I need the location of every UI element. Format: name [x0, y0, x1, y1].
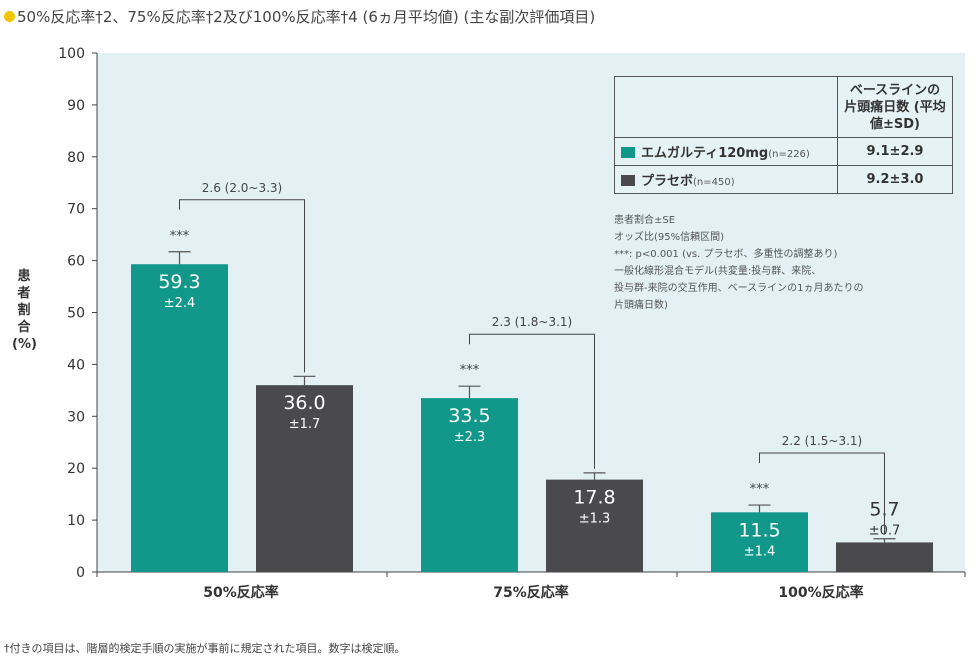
value-label: 17.8: [573, 487, 615, 509]
footnote: †付きの項目は、階層的検定手順の実施が事前に規定された項目。数字は検定順。: [4, 642, 406, 655]
value-label: 59.3: [158, 271, 200, 293]
y-tick-label: 40: [67, 357, 85, 373]
value-label: 11.5: [738, 519, 780, 541]
chart-title: 50%反応率†2、75%反応率†2及び100%反応率†4 (6ヵ月平均値) (主…: [4, 6, 595, 27]
bar: [256, 385, 353, 572]
y-axis-label: 患者割合 (%): [12, 269, 37, 352]
notes: 患者割合±SE オッズ比(95%信頼区間) ***: p<0.001 (vs. …: [614, 212, 863, 314]
y-tick-label: 90: [67, 98, 85, 114]
note: 片頭痛日数): [614, 300, 668, 311]
y-tick-label: 0: [76, 565, 85, 581]
title-text: 50%反応率†2、75%反応率†2及び100%反応率†4 (6ヵ月平均値) (主…: [17, 8, 596, 26]
y-tick-label: 60: [67, 254, 85, 270]
se-label: ±1.3: [579, 512, 611, 527]
teal-swatch: [621, 147, 635, 158]
y-tick-label: 30: [67, 409, 85, 425]
gray-swatch: [621, 175, 635, 186]
odds-ratio-label: 2.3 (1.8~3.1): [492, 315, 572, 329]
significance-mark: ***: [750, 482, 770, 497]
y-tick-label: 100: [58, 46, 85, 62]
bar: [711, 512, 808, 572]
bar: [131, 264, 228, 572]
se-label: ±2.3: [454, 430, 486, 445]
se-label: ±1.4: [744, 544, 776, 559]
y-tick-label: 10: [67, 513, 85, 529]
se-label: ±2.4: [164, 296, 196, 311]
y-tick-label: 20: [67, 461, 85, 477]
bar: [836, 542, 933, 572]
bar: [546, 479, 643, 572]
note: 投与群-来院の交互作用、ベースラインの1ヵ月あたりの: [614, 283, 864, 294]
bar: [421, 398, 518, 572]
bullet-icon: [4, 11, 15, 22]
note: 一般化線形混合モデル(共変量:投与群、来院、: [614, 266, 822, 277]
y-tick-label: 70: [67, 202, 85, 218]
legend-value: 9.1±2.9: [837, 137, 953, 166]
odds-ratio-label: 2.6 (2.0~3.3): [202, 181, 282, 195]
legend-n: (n=226): [768, 149, 810, 160]
legend-header: ベースラインの 片頭痛日数 (平均値±SD): [837, 76, 953, 138]
odds-ratio-bracket: [469, 333, 595, 469]
odds-ratio-bracket: [759, 452, 885, 535]
y-tick-label: 50: [67, 306, 85, 322]
note: 患者割合±SE: [614, 215, 676, 226]
se-label: ±1.7: [289, 417, 321, 432]
odds-ratio-bracket: [179, 199, 305, 373]
significance-mark: ***: [170, 229, 190, 244]
legend-n: (n=450): [693, 177, 735, 188]
note: ***: p<0.001 (vs. プラセボ、多重性の調整あり): [614, 249, 838, 260]
note: オッズ比(95%信頼区間): [614, 232, 725, 243]
x-category-label: 50%反応率: [203, 584, 279, 601]
legend-value: 9.2±3.0: [837, 165, 953, 194]
x-category-label: 75%反応率: [493, 584, 569, 601]
x-category-label: 100%反応率: [778, 584, 863, 601]
legend-name: プラセボ: [641, 174, 694, 189]
odds-ratio-label: 2.2 (1.5~3.1): [782, 434, 862, 448]
significance-mark: ***: [460, 363, 480, 378]
legend-table: ベースラインの 片頭痛日数 (平均値±SD) エムガルティ120mg(n=226…: [614, 76, 953, 194]
legend-name: エムガルティ120mg: [641, 146, 769, 161]
value-label: 33.5: [448, 405, 490, 427]
value-label: 36.0: [283, 392, 325, 414]
y-tick-label: 80: [67, 150, 85, 166]
